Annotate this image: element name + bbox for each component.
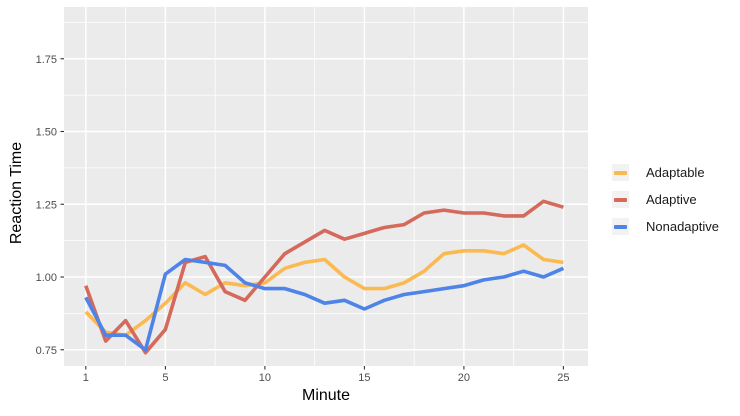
legend-key [612, 164, 629, 181]
legend-label: Adaptive [646, 192, 697, 207]
series-line-adaptive [84, 199, 564, 355]
x-tick-label: 15 [358, 372, 370, 384]
x-tick-label: 1 [83, 372, 89, 384]
y-tick-label: 1.75 [36, 54, 57, 66]
y-tick-label: 1.50 [36, 127, 57, 139]
legend-key-line [614, 197, 627, 202]
legend-item-adaptable: Adaptable [612, 164, 719, 181]
series-line-adaptable [84, 243, 564, 338]
legend-item-adaptive: Adaptive [612, 191, 719, 208]
legend-key [612, 191, 629, 208]
y-tick-label: 0.75 [36, 345, 57, 357]
x-tick-label: 25 [557, 372, 569, 384]
y-tick-label: 1.25 [36, 199, 57, 211]
legend-key-line [614, 224, 627, 229]
series-line-nonadaptive [84, 257, 565, 352]
legend-label: Nonadaptive [646, 219, 719, 234]
x-tick-label: 20 [458, 372, 470, 384]
x-tick-label: 5 [162, 372, 168, 384]
legend-key [612, 218, 629, 235]
legend: Adaptable Adaptive Nonadaptive [612, 164, 719, 245]
legend-key-line [614, 170, 627, 175]
x-tick-label: 10 [259, 372, 271, 384]
y-tick-label: 1.00 [36, 272, 57, 284]
x-axis-title: Minute [301, 387, 351, 404]
legend-item-nonadaptive: Nonadaptive [612, 218, 719, 235]
y-axis-title: Reaction Time [8, 141, 25, 245]
plot-panel [64, 7, 588, 366]
legend-label: Adaptable [646, 165, 705, 180]
